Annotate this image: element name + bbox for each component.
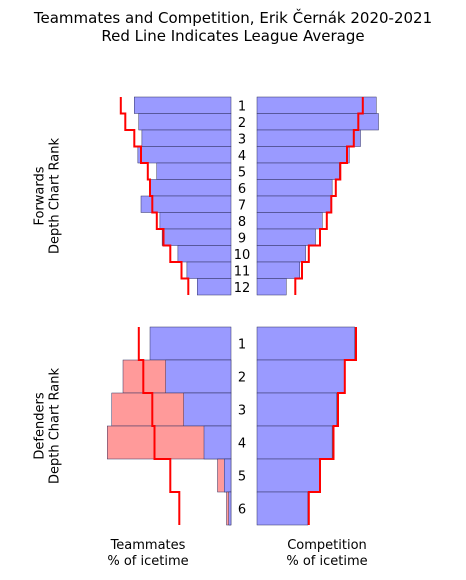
forwards-competition-bar-7 [256, 195, 332, 213]
forwards-rank-label-1: 1 [238, 99, 246, 114]
x-axis-label-competition: Competition % of icetime [257, 538, 397, 570]
forwards-rank-label-5: 5 [238, 165, 246, 180]
defenders-competition-bar-6 [256, 491, 309, 526]
forwards-rank-label-6: 6 [238, 182, 246, 197]
forwards-competition-league-average-line [294, 97, 364, 295]
forwards-teammate-bar-7 [140, 195, 232, 213]
defenders-teammate-bar-6 [228, 491, 232, 526]
defenders-rank-label-3: 3 [238, 404, 246, 419]
forwards-y-axis-label-line-1: Forwards [32, 166, 47, 225]
forwards-y-axis-label: ForwardsDepth Chart Rank [32, 138, 62, 255]
defenders-competition-bar-3 [256, 392, 337, 427]
forwards-competition-bar-5 [256, 162, 340, 180]
forwards-rank-label-3: 3 [238, 132, 246, 147]
forwards-teammate-bar-5 [156, 162, 232, 180]
forwards-competition-bar-9 [256, 228, 316, 246]
forwards-teammate-bar-11 [186, 261, 232, 279]
defenders-y-axis-label: DefendersDepth Chart Rank [32, 368, 62, 485]
forwards-competition-bar-8 [256, 212, 323, 230]
forwards-rank-label-10: 10 [234, 248, 251, 263]
forwards-competition-bar-10 [256, 245, 306, 263]
defenders-competition-bar-2 [256, 359, 345, 394]
forwards-rank-label-2: 2 [238, 116, 246, 131]
defenders-rank-label-1: 1 [238, 338, 246, 353]
defenders-rank-label-6: 6 [238, 503, 246, 518]
defenders-teammate-bar-5 [224, 458, 232, 493]
forwards-teammate-bar-2 [138, 113, 232, 131]
forwards-competition-bar-11 [256, 261, 300, 279]
forwards-teammate-bar-1 [134, 96, 232, 114]
defenders-rank-label-5: 5 [238, 470, 246, 485]
chart-title: Teammates and Competition, Erik Černák 2… [0, 9, 466, 45]
defenders-rank-label-2: 2 [238, 371, 246, 386]
forwards-teammate-league-average-line [119, 97, 190, 295]
defenders-competition-league-average-line [307, 327, 357, 525]
x-axis-label-teammates-line-1: Teammates [110, 538, 186, 553]
defenders-teammate-bar-1 [149, 326, 232, 361]
forwards-rank-label-9: 9 [238, 231, 246, 246]
title-line-1: Teammates and Competition, Erik Černák 2… [33, 9, 433, 27]
forwards-y-axis-label-line-2: Depth Chart Rank [47, 138, 62, 255]
forwards-teammate-bar-10 [177, 245, 232, 263]
forwards-teammate-bar-8 [159, 212, 232, 230]
defenders-competition-bar-4 [256, 425, 333, 460]
defenders-competition-bar-1 [256, 326, 355, 361]
forwards-teammate-bar-4 [137, 146, 232, 164]
defenders-teammate-bar-4 [203, 425, 232, 460]
forwards-rank-label-8: 8 [238, 215, 246, 230]
forwards-rank-label-12: 12 [234, 281, 251, 296]
forwards-teammate-bar-3 [141, 129, 232, 147]
defenders-teammate-bar-2 [165, 359, 232, 394]
forwards-competition-bar-12 [256, 278, 287, 296]
forwards-competition-bar-3 [256, 129, 361, 147]
x-axis-label-competition-line-2: % of icetime [286, 554, 368, 569]
defenders-competition-bar-5 [256, 458, 321, 493]
forwards-competition-bar-6 [256, 179, 333, 197]
forwards-rank-label-4: 4 [238, 149, 246, 164]
forwards-teammate-bar-9 [161, 228, 232, 246]
defenders-teammate-bar-3 [183, 392, 232, 427]
defenders-y-axis-label-line-1: Defenders [32, 392, 47, 459]
x-axis-label-teammates: Teammates % of icetime [78, 538, 218, 570]
forwards-rank-label-11: 11 [234, 264, 251, 279]
forwards-teammate-bar-6 [149, 179, 232, 197]
forwards-competition-bar-1 [256, 96, 377, 114]
forwards-rank-label-7: 7 [238, 198, 246, 213]
x-axis-label-teammates-line-2: % of icetime [107, 554, 189, 569]
defenders-teammate-league-average-line [137, 327, 181, 525]
title-line-2: Red Line Indicates League Average [101, 27, 365, 45]
defenders-y-axis-label-line-2: Depth Chart Rank [47, 368, 62, 485]
defenders-rank-label-4: 4 [238, 437, 246, 452]
forwards-competition-bar-4 [256, 146, 350, 164]
forwards-competition-bar-2 [256, 113, 379, 131]
x-axis-label-competition-line-1: Competition [287, 538, 367, 553]
forwards-teammate-bar-12 [197, 278, 232, 296]
